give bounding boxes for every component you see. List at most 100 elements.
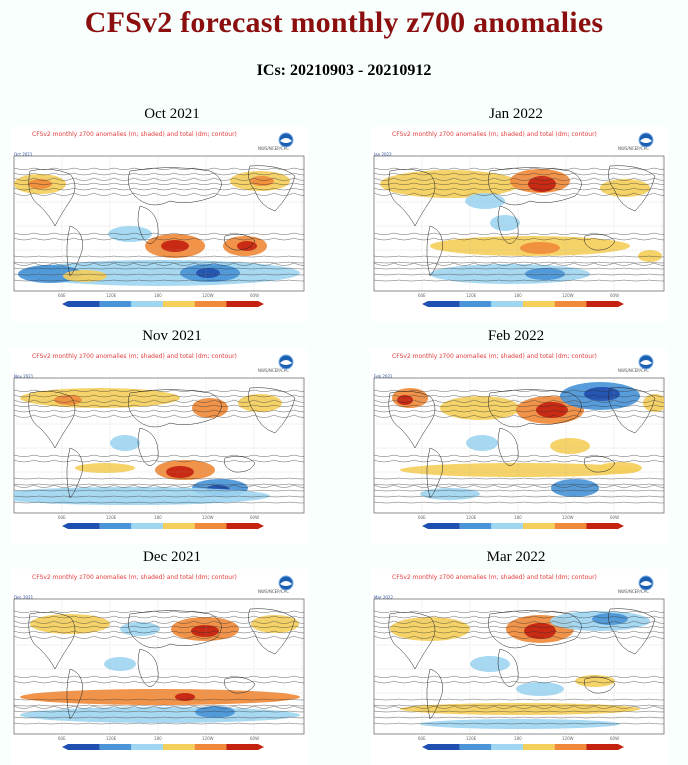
map-tile-oct-2021: CFSv2 monthly z700 anomalies (m; shaded)… [10,126,308,322]
contour-line [374,704,664,707]
continent-outline [488,167,582,206]
legend-swatch [68,301,100,307]
anomaly-shade [592,613,628,625]
contour-line [374,625,664,628]
contour-line [374,630,664,634]
legend-swatch [163,301,195,307]
legend-swatch [163,523,195,529]
legend-swatch [68,744,100,750]
legend-arrow-right [618,301,624,307]
legend-swatch [131,744,163,750]
map-header-text: CFSv2 monthly z700 anomalies (m; shaded)… [32,131,237,138]
anomaly-shade [120,622,160,636]
anomaly-shade [238,394,282,412]
continent-outline [66,447,83,499]
legend-swatch [491,301,523,307]
contour-line [374,454,664,457]
legend-swatch [226,744,258,750]
map-month-label: Dec 2021 [14,595,34,600]
contour-line [374,177,664,181]
axis-tick-label: 60W [250,736,259,741]
continent-outline [488,610,582,649]
continent-outline [608,387,656,434]
contour-line [14,635,304,639]
anomaly-shade [191,625,219,637]
map-layer [374,378,664,513]
axis-tick-label: 180 [514,736,522,741]
continent-outline [224,234,256,251]
legend-swatch [554,523,587,529]
anomaly-shade [390,617,470,641]
panel-title-jan-2022: Jan 2022 [489,106,543,122]
noaa-bird-icon [640,138,652,143]
continent-outline [388,390,436,449]
contour-line [374,237,664,241]
continent-outline [584,456,616,473]
continent-outline [608,165,656,212]
legend-arrow-left [62,301,68,307]
anomaly-shade [524,623,556,639]
legend-arrow-left [62,523,68,529]
anomaly-shade [161,240,189,252]
contour-line [14,399,304,403]
map-credit-text: NWS/NCEP/CPC [258,589,289,594]
legend-swatch [523,301,555,307]
contour-line [374,459,664,463]
page-title: CFSv2 forecast monthly z700 anomalies [84,6,604,39]
panel-title-feb-2022: Feb 2022 [487,328,545,344]
anomaly-shade [466,435,498,451]
contour-line [14,680,304,684]
axis-tick-label: 60E [58,736,66,741]
continent-outline [66,225,83,277]
contour-line [14,182,304,185]
legend-swatch [586,523,618,529]
legend-swatch [554,744,587,750]
panel-title-dec-2021: Dec 2021 [143,549,201,565]
continent-outline [28,168,76,227]
continent-outline [426,668,443,720]
axis-tick-label: 120W [202,736,214,741]
noaa-bird-icon [280,581,292,586]
anomaly-shade [196,268,220,278]
legend-swatch [194,744,227,750]
contour-line [14,610,304,613]
axis-tick-label: 120W [562,736,574,741]
contour-line [374,698,664,701]
contour-line [14,477,304,480]
axis-tick-label: 60E [58,293,66,298]
contour-line [14,710,304,713]
contour-line [374,489,664,492]
axis-tick-label: 120E [106,293,117,298]
anomaly-map: CFSv2 monthly z700 anomalies (m; shaded)… [373,353,665,529]
legend-swatch [586,744,618,750]
axis-tick-label: 120W [202,293,214,298]
contour-line [14,484,304,488]
continent-outline [388,611,436,670]
legend-arrow-left [422,523,428,529]
legend-swatch [428,744,460,750]
map-tile-mar-2022: CFSv2 monthly z700 anomalies (m; shaded)… [370,569,668,765]
map-header-text: CFSv2 monthly z700 anomalies (m; shaded)… [392,131,597,138]
contour-line [374,232,664,235]
axis-tick-label: 120E [466,293,477,298]
legend-swatch [428,301,460,307]
map-tile-feb-2022: CFSv2 monthly z700 anomalies (m; shaded)… [370,348,668,544]
anomaly-map: CFSv2 monthly z700 anomalies (m; shaded)… [13,131,305,307]
continent-outline [488,389,582,428]
map-month-label: Jan 2022 [373,152,392,157]
contour-line [374,414,664,418]
anomaly-shade [600,179,650,197]
legend-swatch [131,523,163,529]
axis-tick-label: 120W [202,515,214,520]
legend-swatch [491,523,523,529]
contour-line [14,192,304,196]
axis-tick-label: 120E [466,736,477,741]
contour-line [374,483,664,486]
anomaly-shade [528,176,556,192]
axis-tick-label: 60W [250,293,259,298]
contour-line [374,477,664,480]
anomaly-shade [520,242,560,254]
contour-line [14,698,304,701]
continent-outline [584,677,616,694]
continent-outline [248,387,296,434]
